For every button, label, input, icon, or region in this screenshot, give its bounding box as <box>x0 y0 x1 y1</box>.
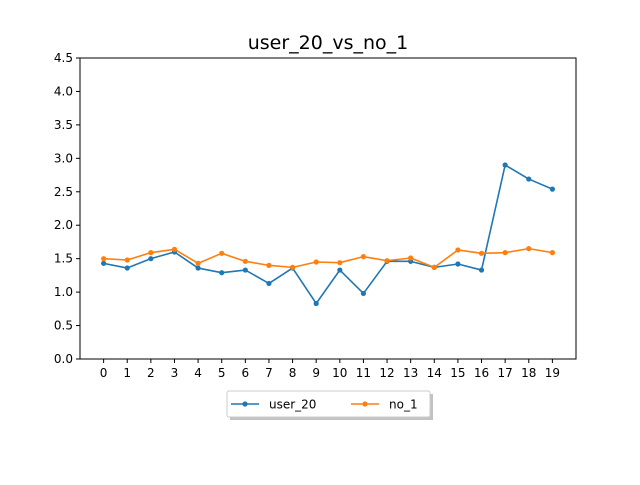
data-point-no_1 <box>384 258 390 264</box>
x-tick-label: 6 <box>242 366 250 380</box>
data-point-user_20 <box>101 260 107 266</box>
data-point-user_20 <box>549 186 555 192</box>
x-tick-label: 4 <box>194 366 202 380</box>
y-tick-label: 0.5 <box>54 319 73 333</box>
x-tick-label: 15 <box>450 366 465 380</box>
data-point-user_20 <box>124 265 130 271</box>
data-point-no_1 <box>266 262 272 268</box>
data-point-no_1 <box>502 250 508 256</box>
data-point-no_1 <box>289 264 296 270</box>
data-point-no_1 <box>360 254 367 260</box>
x-tick-label: 10 <box>332 366 347 380</box>
data-point-no_1 <box>242 258 248 264</box>
data-point-no_1 <box>431 264 437 270</box>
x-tick-label: 1 <box>123 366 131 380</box>
y-tick-label: 1.0 <box>54 285 73 299</box>
data-point-user_20 <box>266 280 272 287</box>
x-tick-label: 13 <box>403 366 418 380</box>
data-point-no_1 <box>337 260 343 266</box>
x-tick-label: 3 <box>171 366 179 380</box>
x-tick-label: 17 <box>498 366 513 380</box>
legend-marker-no_1 <box>362 401 368 407</box>
y-tick-label: 4.0 <box>54 84 73 98</box>
data-point-no_1 <box>219 250 225 256</box>
x-tick-label: 8 <box>289 366 297 380</box>
y-tick-label: 2.5 <box>54 185 73 199</box>
x-tick-label: 0 <box>100 366 108 380</box>
chart-title: user_20_vs_no_1 <box>248 32 409 54</box>
legend-box <box>226 390 431 418</box>
data-point-no_1 <box>455 247 461 253</box>
legend-marker-user_20 <box>242 401 248 407</box>
data-point-no_1 <box>408 255 414 261</box>
legend-label-no_1: no_1 <box>389 398 418 412</box>
y-tick-label: 4.5 <box>54 51 73 65</box>
x-tick-label: 11 <box>356 366 371 380</box>
plot-frame <box>79 57 577 360</box>
data-point-user_20 <box>195 265 201 271</box>
y-tick-label: 2.0 <box>54 218 73 232</box>
x-tick-label: 5 <box>218 366 226 380</box>
data-point-no_1 <box>549 250 555 256</box>
x-tick-label: 19 <box>545 366 560 380</box>
data-point-user_20 <box>242 267 248 273</box>
x-tick-label: 2 <box>147 366 155 380</box>
data-point-no_1 <box>526 246 532 252</box>
legend-label-user_20: user_20 <box>269 398 316 412</box>
data-point-user_20 <box>219 270 225 276</box>
data-point-no_1 <box>478 250 485 256</box>
data-point-no_1 <box>148 250 154 256</box>
y-tick-label: 1.5 <box>54 252 73 266</box>
y-tick-label: 3.5 <box>54 118 73 132</box>
y-tick-label: 3.0 <box>54 151 73 165</box>
data-point-user_20 <box>526 176 532 182</box>
legend: user_20 no_1 <box>226 390 433 420</box>
data-point-no_1 <box>171 246 178 252</box>
x-tick-label: 9 <box>312 366 320 380</box>
data-point-user_20 <box>337 267 343 273</box>
x-tick-label: 14 <box>427 366 442 380</box>
data-point-no_1 <box>101 256 107 262</box>
x-tick-label: 12 <box>379 366 394 380</box>
data-point-user_20 <box>360 290 367 297</box>
data-point-user_20 <box>502 162 508 168</box>
data-point-no_1 <box>124 257 130 263</box>
x-tick-label: 16 <box>474 366 489 380</box>
x-tick-label: 7 <box>265 366 273 380</box>
data-point-user_20 <box>455 261 461 267</box>
data-point-user_20 <box>148 256 154 262</box>
y-tick-label: 0.0 <box>54 352 73 366</box>
x-tick-label: 18 <box>521 366 536 380</box>
data-point-no_1 <box>195 260 201 266</box>
series-line-no_1 <box>103 247 553 269</box>
data-point-user_20 <box>313 300 319 307</box>
data-point-no_1 <box>313 259 319 265</box>
data-point-user_20 <box>478 267 485 273</box>
series-line-user_20 <box>103 164 553 305</box>
